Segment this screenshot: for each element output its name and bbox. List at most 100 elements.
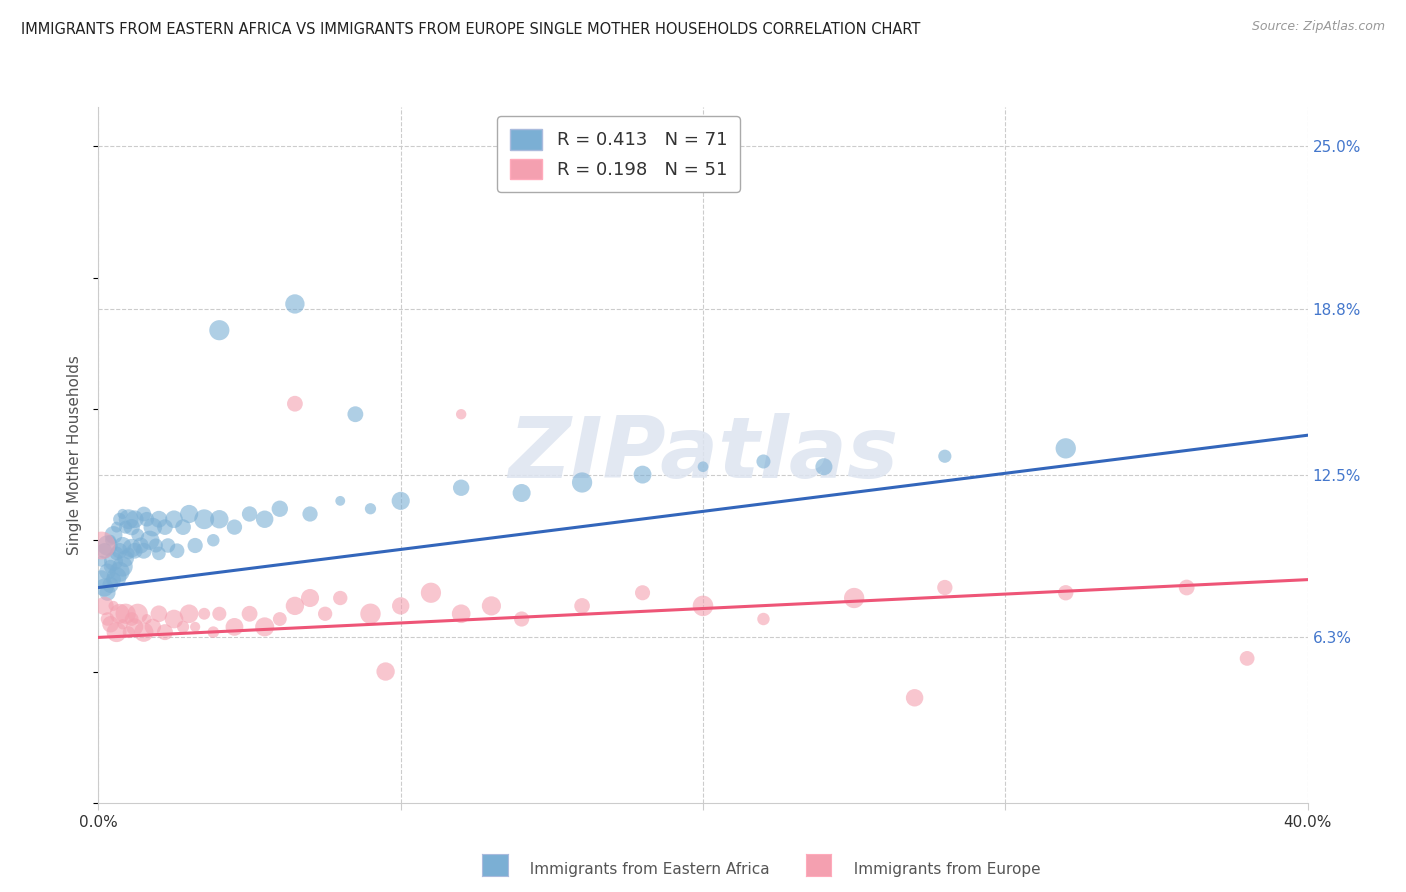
Point xyxy=(389,494,412,508)
Point xyxy=(142,620,165,634)
Point xyxy=(510,612,533,626)
Point xyxy=(450,407,472,421)
Point xyxy=(631,467,654,482)
Point xyxy=(224,620,246,634)
Text: Immigrants from Europe: Immigrants from Europe xyxy=(844,863,1040,877)
Point xyxy=(132,507,155,521)
Point xyxy=(93,581,115,595)
Point xyxy=(124,620,146,634)
Point xyxy=(114,551,136,566)
Point xyxy=(96,612,118,626)
Point xyxy=(314,607,336,621)
Point xyxy=(374,665,396,679)
Point xyxy=(139,533,162,548)
Point xyxy=(105,546,128,560)
Point xyxy=(132,625,155,640)
Point xyxy=(96,565,118,579)
Point xyxy=(1054,586,1077,600)
Point xyxy=(904,690,927,705)
Point xyxy=(90,573,112,587)
Point xyxy=(121,520,143,534)
Text: IMMIGRANTS FROM EASTERN AFRICA VS IMMIGRANTS FROM EUROPE SINGLE MOTHER HOUSEHOLD: IMMIGRANTS FROM EASTERN AFRICA VS IMMIGR… xyxy=(21,22,921,37)
Point xyxy=(96,539,118,553)
Point xyxy=(1357,743,1379,757)
Point xyxy=(692,459,714,474)
Point xyxy=(127,607,149,621)
Point xyxy=(111,507,134,521)
Point xyxy=(239,507,262,521)
Point xyxy=(103,554,125,568)
Point xyxy=(752,454,775,468)
Point xyxy=(93,543,115,558)
Point xyxy=(179,607,201,621)
Point xyxy=(184,620,207,634)
Point xyxy=(813,459,835,474)
Point xyxy=(1236,651,1258,665)
Point xyxy=(269,501,291,516)
Point xyxy=(284,599,307,613)
Text: Immigrants from Eastern Africa: Immigrants from Eastern Africa xyxy=(520,863,770,877)
Point xyxy=(93,599,115,613)
Point xyxy=(202,533,225,548)
Point xyxy=(100,559,122,574)
Point xyxy=(172,520,194,534)
Point xyxy=(121,612,143,626)
Point xyxy=(103,573,125,587)
Point xyxy=(118,625,141,640)
Point xyxy=(253,512,276,526)
Point xyxy=(389,599,412,613)
Point xyxy=(692,599,714,613)
Point xyxy=(105,625,128,640)
Point xyxy=(208,607,231,621)
Text: ZIPatlas: ZIPatlas xyxy=(508,413,898,497)
Point xyxy=(172,620,194,634)
Point xyxy=(114,607,136,621)
Point xyxy=(108,607,131,621)
Point xyxy=(156,539,179,553)
Point xyxy=(103,528,125,542)
Text: Source: ZipAtlas.com: Source: ZipAtlas.com xyxy=(1251,20,1385,33)
Point xyxy=(163,612,186,626)
Point xyxy=(269,612,291,626)
Point xyxy=(184,539,207,553)
Point xyxy=(360,607,382,621)
Point xyxy=(135,512,157,526)
Point xyxy=(148,512,170,526)
Point xyxy=(420,586,443,600)
Point xyxy=(166,543,188,558)
Point xyxy=(631,586,654,600)
Point xyxy=(450,607,472,621)
Point xyxy=(752,612,775,626)
Point xyxy=(179,507,201,521)
Point xyxy=(132,543,155,558)
Point xyxy=(193,607,215,621)
Point xyxy=(108,543,131,558)
Point xyxy=(127,528,149,542)
Point xyxy=(571,599,593,613)
Point xyxy=(108,512,131,526)
Point xyxy=(360,501,382,516)
Point xyxy=(121,541,143,555)
Point xyxy=(153,625,176,640)
Point xyxy=(142,520,165,534)
Point xyxy=(105,570,128,584)
Point xyxy=(571,475,593,490)
Legend: R = 0.413   N = 71, R = 0.198   N = 51: R = 0.413 N = 71, R = 0.198 N = 51 xyxy=(496,116,740,192)
Point xyxy=(224,520,246,534)
Point xyxy=(90,539,112,553)
Point xyxy=(1175,581,1198,595)
Point xyxy=(844,591,866,605)
Point xyxy=(481,599,503,613)
Point xyxy=(208,323,231,337)
Point xyxy=(239,607,262,621)
Point xyxy=(105,520,128,534)
Point xyxy=(284,397,307,411)
Point xyxy=(299,507,322,521)
Point xyxy=(100,533,122,548)
Point xyxy=(96,586,118,600)
Point xyxy=(100,617,122,632)
Point xyxy=(208,512,231,526)
Point xyxy=(329,494,352,508)
Y-axis label: Single Mother Households: Single Mother Households xyxy=(67,355,83,555)
Point xyxy=(103,599,125,613)
